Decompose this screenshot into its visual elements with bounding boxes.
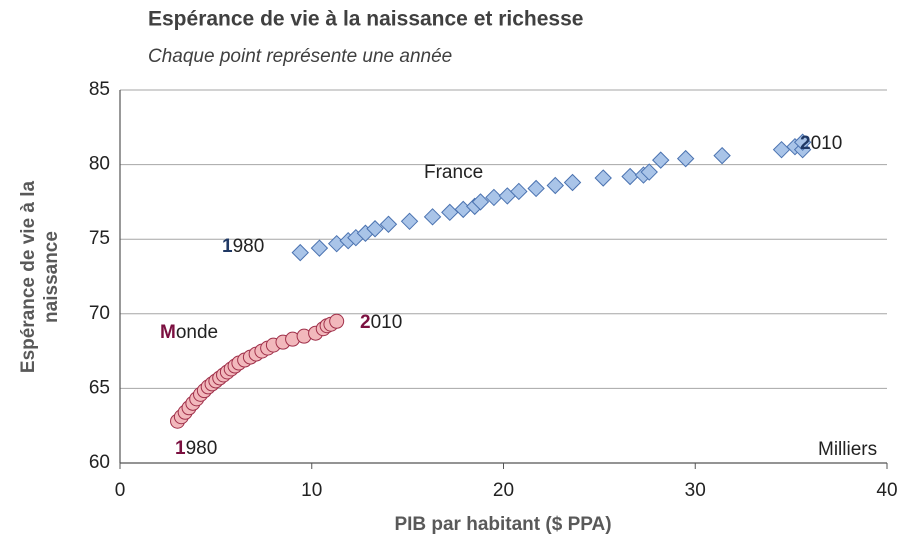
point: [310, 239, 329, 257]
y-tick-label: 65: [89, 377, 110, 398]
point: [621, 167, 639, 186]
point: [291, 243, 309, 262]
point: [546, 176, 564, 195]
annotation: Monde: [160, 322, 218, 343]
annotation: 2010: [360, 312, 402, 333]
y-tick-label: 75: [89, 228, 110, 249]
chart-subtitle: Chaque point représente une année: [148, 46, 452, 67]
x-tick-label: 10: [301, 480, 322, 501]
point: [563, 173, 582, 192]
y-tick-label: 85: [89, 79, 110, 100]
point: [640, 163, 658, 181]
point: [400, 212, 419, 231]
point: [713, 146, 731, 165]
point: [329, 313, 345, 329]
annotation: France: [424, 162, 483, 183]
point: [485, 188, 503, 207]
annotation: 1980: [175, 438, 217, 459]
y-axis-label: naissance: [41, 231, 62, 323]
point: [527, 179, 545, 198]
point: [594, 169, 612, 187]
y-tick-label: 80: [89, 154, 110, 175]
y-axis-label: Espérance de vie à la: [18, 180, 39, 373]
point: [471, 193, 490, 211]
x-tick-label: 40: [876, 480, 897, 501]
point: [676, 149, 695, 168]
x-tick-label: 30: [685, 480, 706, 501]
point: [652, 151, 670, 169]
annotation: 1980: [222, 236, 264, 257]
x-tick-label: 0: [115, 480, 126, 501]
y-tick-label: 60: [89, 452, 110, 473]
point: [379, 215, 398, 233]
point: [366, 220, 384, 238]
annotation: Milliers: [818, 439, 877, 460]
chart-title: Espérance de vie à la naissance et riche…: [148, 8, 583, 31]
point: [441, 203, 459, 222]
point: [423, 208, 442, 226]
annotation: 2010: [800, 133, 842, 154]
point: [510, 182, 528, 201]
x-tick-label: 20: [493, 480, 514, 501]
point: [772, 140, 791, 159]
x-axis-label: PIB par habitant ($ PPA): [394, 514, 611, 535]
point: [793, 133, 812, 151]
y-tick-label: 70: [89, 303, 110, 324]
